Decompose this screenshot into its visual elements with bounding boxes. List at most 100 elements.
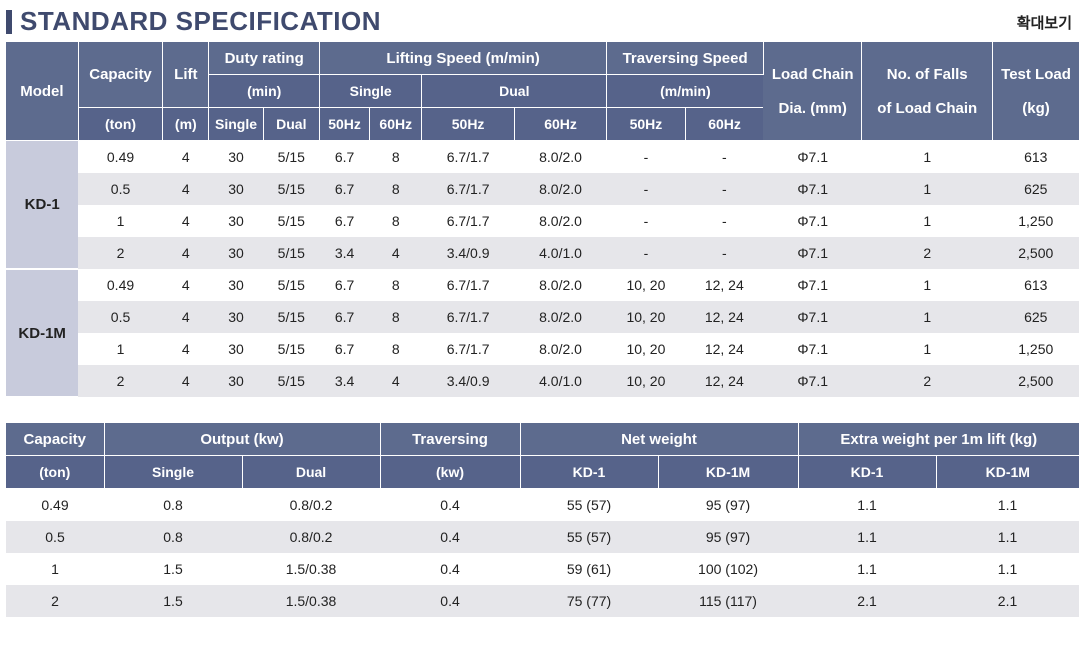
- table-cell: 5/15: [263, 365, 320, 397]
- table-cell: 5/15: [263, 173, 320, 205]
- table-cell: 1.5: [104, 585, 242, 617]
- table-cell: 1: [861, 205, 993, 237]
- table-cell: Φ7.1: [763, 140, 862, 173]
- header-lifting-dual-60hz: 60Hz: [514, 107, 608, 141]
- table-cell: 4: [162, 301, 209, 333]
- table-cell: 8: [369, 205, 422, 237]
- table-cell: 6.7: [319, 140, 370, 173]
- header-traversing: Traversing: [380, 423, 521, 456]
- table-cell: 0.5: [78, 301, 163, 333]
- table-cell: 1: [78, 205, 163, 237]
- header-test-load-label: Test Load: [1001, 65, 1071, 83]
- header-test-load: Test Load (kg): [992, 42, 1079, 141]
- header-lifting-single-50hz: 50Hz: [319, 107, 371, 141]
- table-cell: 12, 24: [685, 301, 764, 333]
- table-cell: -: [685, 173, 764, 205]
- table-cell: 3.4: [319, 365, 370, 397]
- table-cell: 30: [208, 269, 264, 301]
- table-cell: 1: [861, 140, 993, 173]
- header-falls: No. of Falls of Load Chain: [861, 42, 994, 141]
- table-cell: 625: [992, 301, 1079, 333]
- table-cell: 1.5/0.38: [242, 585, 381, 617]
- title-accent-bar: [6, 10, 12, 34]
- table-cell: -: [685, 205, 764, 237]
- table-cell: 1,250: [992, 205, 1079, 237]
- table-cell: 1: [861, 301, 993, 333]
- table-cell: 2: [861, 365, 993, 397]
- header-traversing-50hz: 50Hz: [606, 107, 686, 141]
- table-cell: Φ7.1: [763, 205, 862, 237]
- header-traversing-60hz: 60Hz: [685, 107, 764, 141]
- table-cell: 6.7/1.7: [421, 205, 515, 237]
- table-cell: 0.8: [104, 521, 242, 553]
- spec-table: Model Capacity Lift Duty rating Lifting …: [6, 42, 1079, 398]
- table-cell: 0.8/0.2: [242, 488, 381, 521]
- table-cell: 613: [992, 269, 1079, 301]
- table-cell: 75 (77): [520, 585, 659, 617]
- table-cell: 10, 20: [606, 301, 686, 333]
- table-cell: 1: [6, 553, 104, 585]
- table-cell: 8: [369, 140, 422, 173]
- table-cell: -: [606, 173, 686, 205]
- header-falls-label: No. of Falls: [886, 65, 968, 83]
- header-extra-weight-kd1: KD-1: [798, 455, 937, 489]
- header-net-weight: Net weight: [520, 423, 799, 456]
- table-cell: 4: [369, 365, 422, 397]
- table-cell: 4: [162, 333, 209, 365]
- table-cell: 8.0/2.0: [514, 205, 607, 237]
- table-cell: 8.0/2.0: [514, 269, 607, 301]
- table-cell: 2: [78, 237, 163, 269]
- header-chain-dia-unit: Dia. (mm): [778, 99, 847, 117]
- table-cell: 1.1: [798, 553, 937, 585]
- table-cell: 0.49: [6, 488, 104, 521]
- table-cell: 1.1: [798, 521, 937, 553]
- table-cell: 10, 20: [606, 269, 686, 301]
- table-cell: 6.7/1.7: [421, 269, 515, 301]
- table-cell: 95 (97): [658, 488, 799, 521]
- table-cell: 8: [369, 269, 422, 301]
- header-test-load-unit: (kg): [1022, 99, 1050, 117]
- table-cell: 115 (117): [658, 585, 799, 617]
- table-cell: 1.1: [936, 553, 1080, 585]
- header-model: Model: [6, 42, 79, 141]
- table-cell: 12, 24: [685, 365, 764, 397]
- table-cell: 0.8/0.2: [242, 521, 381, 553]
- table-cell: 2,500: [992, 237, 1079, 269]
- output-table: Capacity Output (kw) Traversing Net weig…: [6, 423, 1080, 617]
- table-cell: 1,250: [992, 333, 1079, 365]
- table-cell: 4: [162, 237, 209, 269]
- table-cell: 1.1: [936, 521, 1080, 553]
- header-output-dual: Dual: [242, 455, 381, 489]
- table-cell: 5/15: [263, 140, 320, 173]
- table-cell: -: [606, 237, 686, 269]
- table-cell: 0.49: [78, 140, 163, 173]
- table-cell: -: [606, 205, 686, 237]
- table-cell: 1: [861, 333, 993, 365]
- table-cell: 2,500: [992, 365, 1079, 397]
- table-cell: 0.49: [78, 269, 163, 301]
- table-cell: 8.0/2.0: [514, 333, 607, 365]
- header-duty: Duty rating: [208, 42, 320, 75]
- table-cell: 0.8: [104, 488, 242, 521]
- table-cell: 12, 24: [685, 269, 764, 301]
- header-extra-weight-kd1m: KD-1M: [936, 455, 1080, 489]
- table-cell: 625: [992, 173, 1079, 205]
- table-cell: 30: [208, 205, 264, 237]
- header-traversing-speed: Traversing Speed: [606, 42, 764, 75]
- table-cell: 4: [369, 237, 422, 269]
- table-cell: 3.4/0.9: [421, 237, 515, 269]
- table-cell: 1: [861, 173, 993, 205]
- table-cell: 8.0/2.0: [514, 301, 607, 333]
- zoom-link[interactable]: 확대보기: [1016, 15, 1072, 32]
- table-cell: Φ7.1: [763, 333, 862, 365]
- table-cell: 8: [369, 173, 422, 205]
- table-cell: 6.7/1.7: [421, 173, 515, 205]
- table-cell: 0.4: [380, 585, 521, 617]
- table-cell: 0.5: [6, 521, 104, 553]
- table-cell: 6.7: [319, 301, 370, 333]
- header-capacity: Capacity: [6, 423, 105, 456]
- table-cell: 30: [208, 333, 264, 365]
- header-lift: Lift: [162, 42, 210, 108]
- header-duty-dual: Dual: [263, 107, 320, 141]
- table-cell: 3.4: [319, 237, 370, 269]
